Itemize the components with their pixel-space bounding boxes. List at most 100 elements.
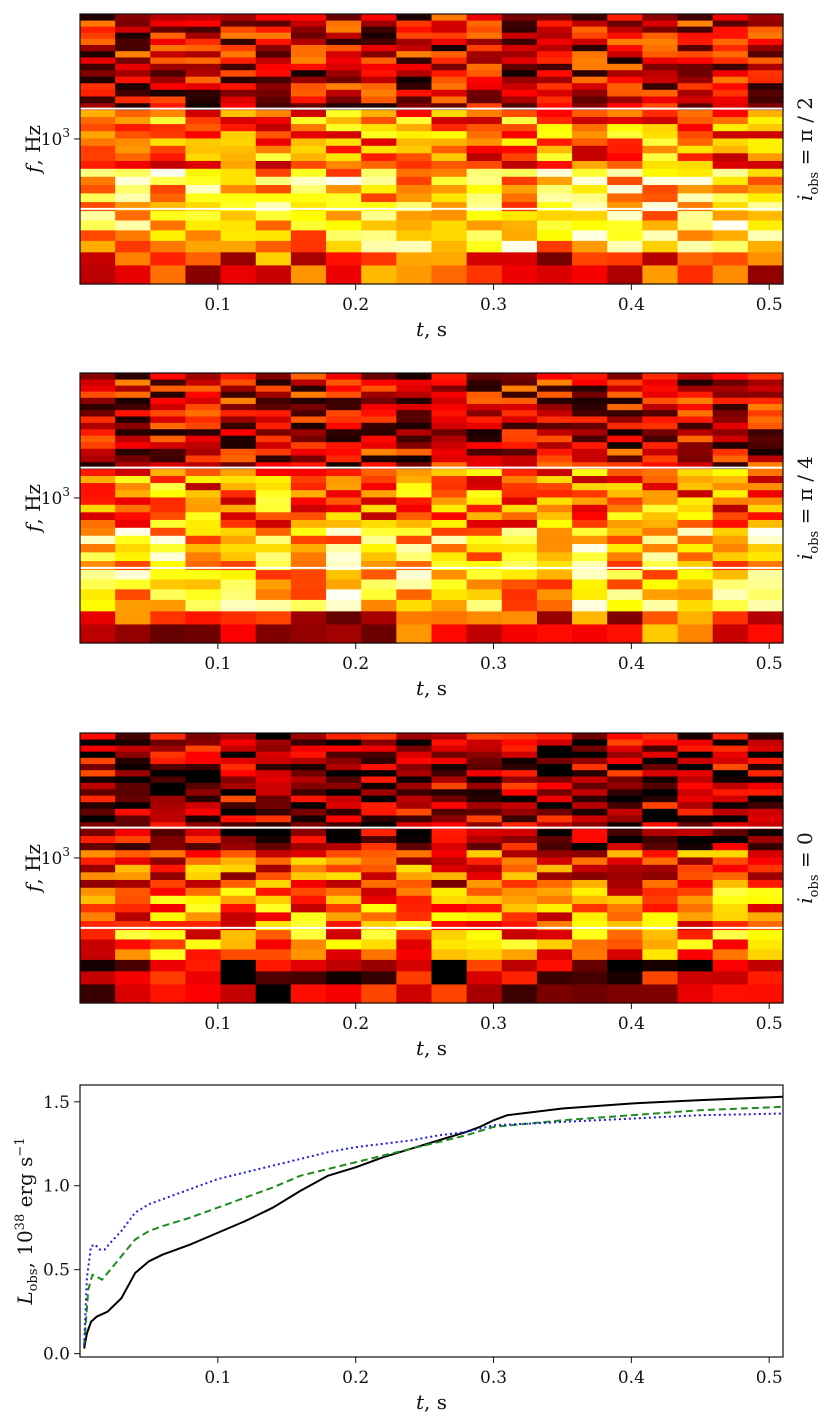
heatmap-cell (466, 569, 503, 580)
heatmap-cell (747, 403, 784, 411)
heatmap-cell (80, 879, 116, 888)
heatmap-cell (220, 123, 257, 132)
heatmap-cell (396, 397, 433, 404)
heatmap-cell (326, 835, 362, 844)
heatmap-cell (572, 397, 608, 404)
heatmap-cell (115, 795, 151, 803)
heatmap-cell (466, 482, 503, 491)
heatmap-cell (396, 489, 433, 498)
heatmap-cell (572, 835, 608, 844)
heatmap-cell (501, 378, 538, 386)
heatmap-cell (501, 82, 538, 90)
heatmap-cell (326, 14, 362, 21)
heatmap-cell (572, 448, 608, 456)
heatmap-cell (607, 50, 643, 58)
heatmap-cell (255, 176, 292, 185)
heatmap-cell (255, 511, 292, 520)
heatmap-cell (80, 454, 116, 463)
heatmap-cell (185, 391, 222, 398)
heatmap-cell (431, 588, 468, 600)
heatmap-cell (466, 468, 503, 477)
heatmap-cell (607, 879, 643, 888)
heatmap-cell (326, 801, 362, 809)
heatmap-cell (677, 14, 714, 21)
heatmap-cell (115, 821, 151, 830)
heatmap-cell (572, 210, 608, 221)
heatmap-cell (361, 871, 397, 880)
heatmap-cell (501, 814, 538, 823)
heatmap-cell (466, 32, 503, 39)
heatmap-cell (361, 391, 397, 398)
heatmap-cell (361, 403, 397, 411)
heatmap-cell (431, 63, 468, 71)
heatmap-cell (396, 435, 433, 443)
heatmap-cell (326, 920, 362, 931)
heatmap-cell (361, 782, 397, 790)
heatmap-cell (572, 782, 608, 790)
heatmap-cell (290, 229, 327, 241)
heatmap-cell (536, 588, 573, 600)
heatmap-cell (607, 428, 643, 436)
heatmap-cell (501, 145, 538, 154)
heatmap-cell (115, 801, 151, 809)
heatmap-cell (642, 116, 679, 125)
heatmap-cell (326, 623, 362, 644)
heatmap-cell (326, 504, 362, 513)
heatmap-cell (466, 240, 503, 253)
heatmap-cell (677, 610, 714, 625)
heatmap-cell (290, 391, 327, 398)
heatmap-cell (290, 959, 327, 972)
heatmap-cell (150, 782, 187, 790)
heatmap-cell (677, 454, 714, 463)
panel-2-ylabel: f, Hz (21, 844, 45, 894)
heatmap-cell (501, 482, 538, 491)
heatmap-cell (536, 441, 573, 449)
heatmap-cell (466, 109, 503, 118)
heatmap-cell (607, 468, 643, 477)
heatmap-cell (326, 176, 362, 185)
heatmap-cell (150, 775, 187, 783)
heatmap-cell (255, 192, 292, 203)
heatmap-cell (326, 26, 362, 33)
heatmap-cell (501, 588, 538, 600)
heatmap-cell (396, 137, 433, 146)
heatmap-cell (466, 415, 503, 423)
heatmap-cell (326, 454, 362, 463)
heatmap-cell (747, 482, 784, 491)
heatmap-cell (572, 738, 608, 746)
heatmap-cell (150, 842, 187, 851)
heatmap-cell (80, 76, 116, 84)
heatmap-cell (80, 184, 116, 194)
heatmap-cell (255, 871, 292, 880)
heatmap-cell (185, 929, 222, 940)
heatmap-cell (115, 496, 151, 505)
heatmap-cell (150, 959, 187, 972)
heatmap-cell (677, 50, 714, 58)
heatmap-cell (255, 441, 292, 449)
heatmap-cell (677, 201, 714, 212)
heatmap-cell (536, 251, 573, 266)
heatmap-cell (572, 929, 608, 940)
heatmap-cell (572, 801, 608, 809)
heatmap-cell (607, 903, 643, 913)
heatmap-cell (431, 229, 468, 241)
heatmap-cell (185, 482, 222, 491)
heatmap-cell (572, 535, 608, 544)
heatmap-cell (712, 475, 749, 484)
heatmap-cell (80, 44, 116, 52)
heatmap-cell (150, 130, 187, 139)
heatmap-cell (115, 588, 151, 600)
heatmap-cell (326, 145, 362, 154)
heatmap-cell (642, 801, 679, 809)
heatmap-cell (396, 461, 433, 470)
heatmap-cell (431, 808, 468, 816)
heatmap-cell (677, 468, 714, 477)
heatmap-cell (361, 808, 397, 816)
heatmap-cell (431, 38, 468, 45)
heatmap-cell (326, 448, 362, 456)
heatmap-cell (466, 782, 503, 790)
heatmap-cell (115, 959, 151, 972)
heatmap-cell (431, 145, 468, 154)
heatmap-cell (466, 385, 503, 392)
